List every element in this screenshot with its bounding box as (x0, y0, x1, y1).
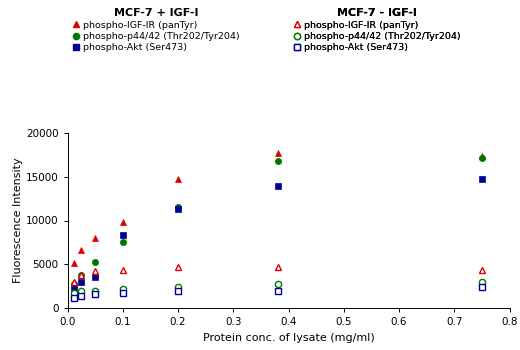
Y-axis label: Fluorescence Intensity: Fluorescence Intensity (13, 158, 23, 283)
X-axis label: Protein conc. of lysate (mg/ml): Protein conc. of lysate (mg/ml) (203, 332, 374, 343)
Legend: phospho-IGF-IR (panTyr), phospho-p44/42 (Thr202/Tyr204), phospho-Akt (Ser473): phospho-IGF-IR (panTyr), phospho-p44/42 … (293, 8, 460, 52)
